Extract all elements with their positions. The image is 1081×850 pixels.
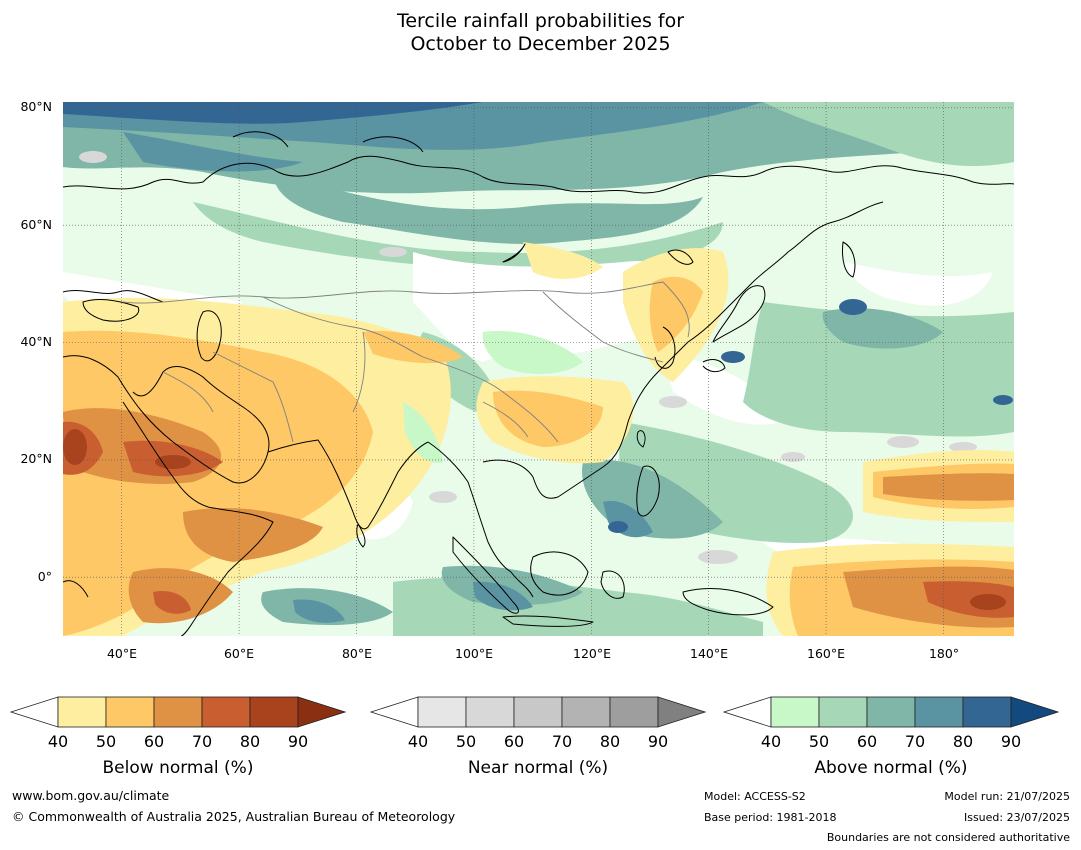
- colorbar-near-normal-label: Near normal (%): [467, 758, 609, 778]
- tick-label: 70: [551, 732, 573, 751]
- probability-fill-below-dark: [63, 429, 1006, 610]
- colorbar-segment: [818, 696, 868, 728]
- tick-label: 40: [760, 732, 782, 751]
- colorbar-segment: [249, 696, 299, 728]
- colorbar-extend-low: [723, 696, 772, 728]
- lon-label-120e: 120°E: [572, 646, 612, 661]
- colorbar-extend-high: [1010, 696, 1059, 728]
- colorbar-extend-low: [370, 696, 419, 728]
- colorbar-segment: [962, 696, 1012, 728]
- footer-model: Model: ACCESS-S2: [704, 790, 806, 803]
- colorbar-above-normal: [723, 696, 1059, 728]
- probability-fill-arctic-dark: [63, 102, 483, 124]
- lon-label-160e: 160°E: [806, 646, 846, 661]
- tick-label: 40: [47, 732, 69, 751]
- colorbar-segment: [105, 696, 155, 728]
- tick-label: 50: [808, 732, 830, 751]
- tick-label: 70: [904, 732, 926, 751]
- graticule: [63, 102, 1014, 636]
- tick-label: 70: [191, 732, 213, 751]
- colorbar-above-normal-ticks: 40 50 60 70 80 90: [723, 732, 1059, 752]
- tick-label: 80: [239, 732, 261, 751]
- tick-label: 80: [952, 732, 974, 751]
- probability-fill-above-green: [403, 331, 583, 463]
- tick-label: 40: [407, 732, 429, 751]
- colorbar-above-normal-label: Above normal (%): [814, 758, 968, 778]
- lat-label-20n: 20°N: [20, 451, 52, 466]
- probability-fill-arctic-east: [763, 102, 1014, 167]
- tick-label: 60: [143, 732, 165, 751]
- lon-label-60e: 60°E: [223, 646, 255, 661]
- lat-label-40n: 40°N: [20, 334, 52, 349]
- lat-label-0: 0°: [37, 569, 52, 584]
- rainfall-probability-map: [63, 102, 1014, 636]
- country-borders: [122, 281, 690, 443]
- footer-url: www.bom.gov.au/climate: [12, 788, 170, 803]
- colorbar-near-normal-ticks: 40 50 60 70 80 90: [370, 732, 706, 752]
- tick-label: 50: [95, 732, 117, 751]
- probability-fill-siberia-light: [193, 202, 723, 271]
- colorbar-segment: [417, 696, 467, 728]
- footer-issued: Issued: 23/07/2025: [963, 811, 1070, 824]
- footer-disclaimer: Boundaries are not considered authoritat…: [826, 831, 1070, 844]
- tick-label: 90: [1000, 732, 1022, 751]
- probability-fill-siberia: [273, 172, 703, 244]
- colorbar-extend-high: [297, 696, 346, 728]
- lon-label-40e: 40°E: [106, 646, 138, 661]
- footer-copyright: © Commonwealth of Australia 2025, Austra…: [12, 809, 456, 824]
- map-title-line1: Tercile rainfall probabilities for: [396, 10, 685, 32]
- lon-label-140e: 140°E: [689, 646, 729, 661]
- colorbar-segment: [153, 696, 203, 728]
- colorbar-near-normal: [370, 696, 706, 728]
- tick-label: 90: [287, 732, 309, 751]
- colorbar-below-normal: [10, 696, 346, 728]
- lat-label-60n: 60°N: [20, 217, 52, 232]
- colorbar-segment: [513, 696, 563, 728]
- lon-label-80e: 80°E: [341, 646, 373, 661]
- colorbar-extend-high: [657, 696, 706, 728]
- tick-label: 80: [599, 732, 621, 751]
- colorbar-segment: [770, 696, 820, 728]
- lon-label-100e: 100°E: [454, 646, 494, 661]
- tick-label: 60: [856, 732, 878, 751]
- probability-fill-pacific-strong: [293, 501, 653, 623]
- colorbar-below-normal-ticks: 40 50 60 70 80 90: [10, 732, 346, 752]
- footer-base-period: Base period: 1981-2018: [704, 811, 837, 824]
- tick-label: 90: [647, 732, 669, 751]
- colorbar-segment: [561, 696, 611, 728]
- colorbar-segment: [57, 696, 107, 728]
- colorbar-extend-low: [10, 696, 59, 728]
- coastlines: [63, 131, 1014, 636]
- lat-label-80n: 80°N: [20, 99, 52, 114]
- colorbar-segment: [609, 696, 659, 728]
- colorbar-below-normal-label: Below normal (%): [102, 758, 254, 778]
- footer-model-run: Model run: 21/07/2025: [944, 790, 1070, 803]
- map-title-line2: October to December 2025: [410, 33, 671, 55]
- tick-label: 50: [455, 732, 477, 751]
- colorbar-segment: [201, 696, 251, 728]
- tick-label: 60: [503, 732, 525, 751]
- colorbar-segment: [866, 696, 916, 728]
- colorbar-segment: [465, 696, 515, 728]
- lon-label-180: 180°: [928, 646, 960, 661]
- colorbar-segment: [914, 696, 964, 728]
